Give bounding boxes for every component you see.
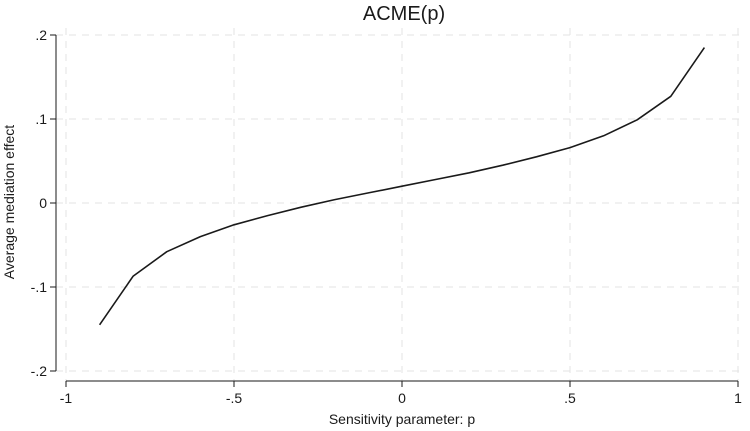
- y-tick-label: 0: [39, 195, 47, 211]
- y-tick-label: -.1: [31, 279, 48, 295]
- series-line: [98, 47, 706, 326]
- x-axis-title: Sensitivity parameter: p: [329, 411, 475, 427]
- y-tick-label: .2: [35, 27, 47, 43]
- x-tick-label: 0: [398, 390, 406, 406]
- x-tick-label: -.5: [226, 390, 243, 406]
- y-tick-label: .1: [35, 111, 47, 127]
- grid: [56, 28, 745, 381]
- x-tick-label: 1: [734, 390, 742, 406]
- y-axis-title: Average mediation effect: [1, 125, 17, 279]
- y-tick-label: -.2: [31, 363, 48, 379]
- series-layer: [98, 47, 706, 326]
- x-tick-label: -1: [60, 390, 73, 406]
- x-tick-label: .5: [564, 390, 576, 406]
- chart-title: ACME(p): [363, 3, 445, 25]
- x-axis-ticks: -1 -.5 0 .5 1: [60, 381, 742, 406]
- y-axis-ticks: -.2 -.1 0 .1 .2: [31, 27, 56, 379]
